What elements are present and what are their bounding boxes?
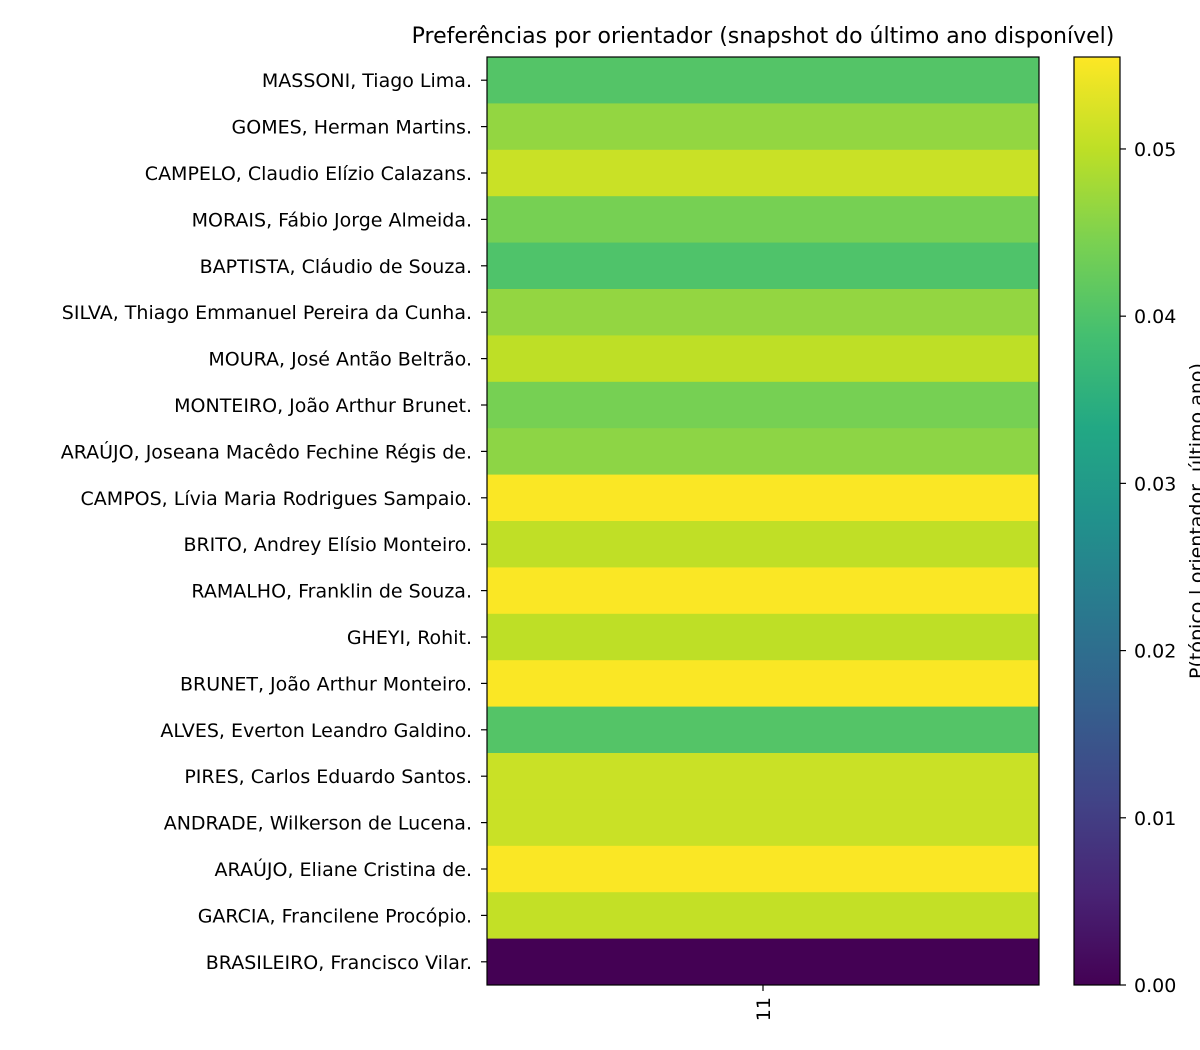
y-tick-label: BRASILEIRO, Francisco Vilar.	[206, 952, 472, 974]
heatmap-cell	[487, 242, 1039, 290]
heatmap-cell	[487, 613, 1039, 661]
y-tick-label: BAPTISTA, Cláudio de Souza.	[200, 256, 472, 278]
heatmap-cell	[487, 753, 1039, 800]
heatmap-cell	[487, 428, 1039, 476]
y-tick-label: ARAÚJO, Joseana Macêdo Fechine Régis de.	[61, 439, 472, 463]
y-tick-label: GOMES, Herman Martins.	[232, 117, 472, 139]
heatmap-cell	[487, 196, 1039, 244]
y-tick-label: MONTEIRO, João Arthur Brunet.	[174, 395, 472, 417]
heatmap-cell	[487, 149, 1039, 197]
colorbar-label: P(tópico | orientador, último ano)	[1186, 363, 1200, 679]
heatmap-cell	[487, 799, 1039, 847]
heatmap-cell	[487, 567, 1039, 615]
y-tick-label: PIRES, Carlos Eduardo Santos.	[184, 766, 472, 788]
colorbar-tick-label: 0.02	[1134, 641, 1176, 663]
heatmap-cell	[487, 474, 1039, 522]
y-axis: MASSONI, Tiago Lima. GOMES, Herman Martin…	[61, 70, 487, 974]
x-tick-label: 11	[753, 997, 775, 1021]
heatmap-cells	[487, 57, 1039, 986]
heatmap-frame	[486, 56, 1040, 986]
y-tick-label: MORAIS, Fábio Jorge Almeida.	[192, 209, 472, 231]
heatmap-cell	[487, 289, 1039, 336]
y-tick-label: CAMPELO, Claudio Elízio Calazans.	[145, 163, 472, 185]
y-tick-label: CAMPOS, Lívia Maria Rodrigues Sampaio.	[81, 488, 472, 510]
y-tick-label: BRITO, Andrey Elísio Monteiro.	[183, 534, 472, 556]
colorbar-tick-label: 0.04	[1134, 306, 1176, 328]
heatmap-cell	[487, 335, 1039, 383]
heatmap-cell	[487, 892, 1039, 940]
heatmap-cell	[487, 57, 1039, 104]
colorbar-tick-label: 0.00	[1134, 975, 1176, 997]
colorbar-tick-label: 0.03	[1134, 473, 1176, 495]
y-tick-label: ANDRADE, Wilkerson de Lucena.	[164, 813, 472, 835]
heatmap-cell	[487, 521, 1039, 568]
y-tick-label: ARAÚJO, Eliane Cristina de.	[215, 857, 472, 881]
chart-title: Preferências por orientador (snapshot do…	[412, 24, 1115, 49]
colorbar-tick-label: 0.01	[1134, 808, 1176, 830]
y-tick-label: RAMALHO, Franklin de Souza.	[191, 581, 472, 603]
y-tick-label: GARCIA, Francilene Procópio.	[198, 905, 472, 927]
x-axis: 11	[753, 985, 775, 1021]
colorbar-ticks: 0.00 0.01 0.02 0.03 0.04 0.05	[1120, 139, 1176, 997]
y-tick-label: MASSONI, Tiago Lima.	[262, 70, 472, 92]
colorbar	[1073, 56, 1121, 986]
heatmap-cell	[487, 660, 1039, 708]
heatmap-cell	[487, 938, 1039, 986]
y-tick-label: MOURA, José Antão Beltrão.	[208, 349, 472, 371]
y-tick-label: BRUNET, João Arthur Monteiro.	[180, 673, 472, 695]
heatmap-cell	[487, 103, 1039, 151]
heatmap-cell	[487, 381, 1039, 429]
y-tick-label: SILVA, Thiago Emmanuel Pereira da Cunha.	[62, 302, 472, 324]
colorbar-tick-label: 0.05	[1134, 139, 1176, 161]
heatmap-cell	[487, 845, 1039, 893]
y-tick-label: GHEYI, Rohit.	[347, 627, 472, 649]
heatmap-cell	[487, 706, 1039, 754]
y-tick-label: ALVES, Everton Leandro Galdino.	[160, 720, 472, 742]
